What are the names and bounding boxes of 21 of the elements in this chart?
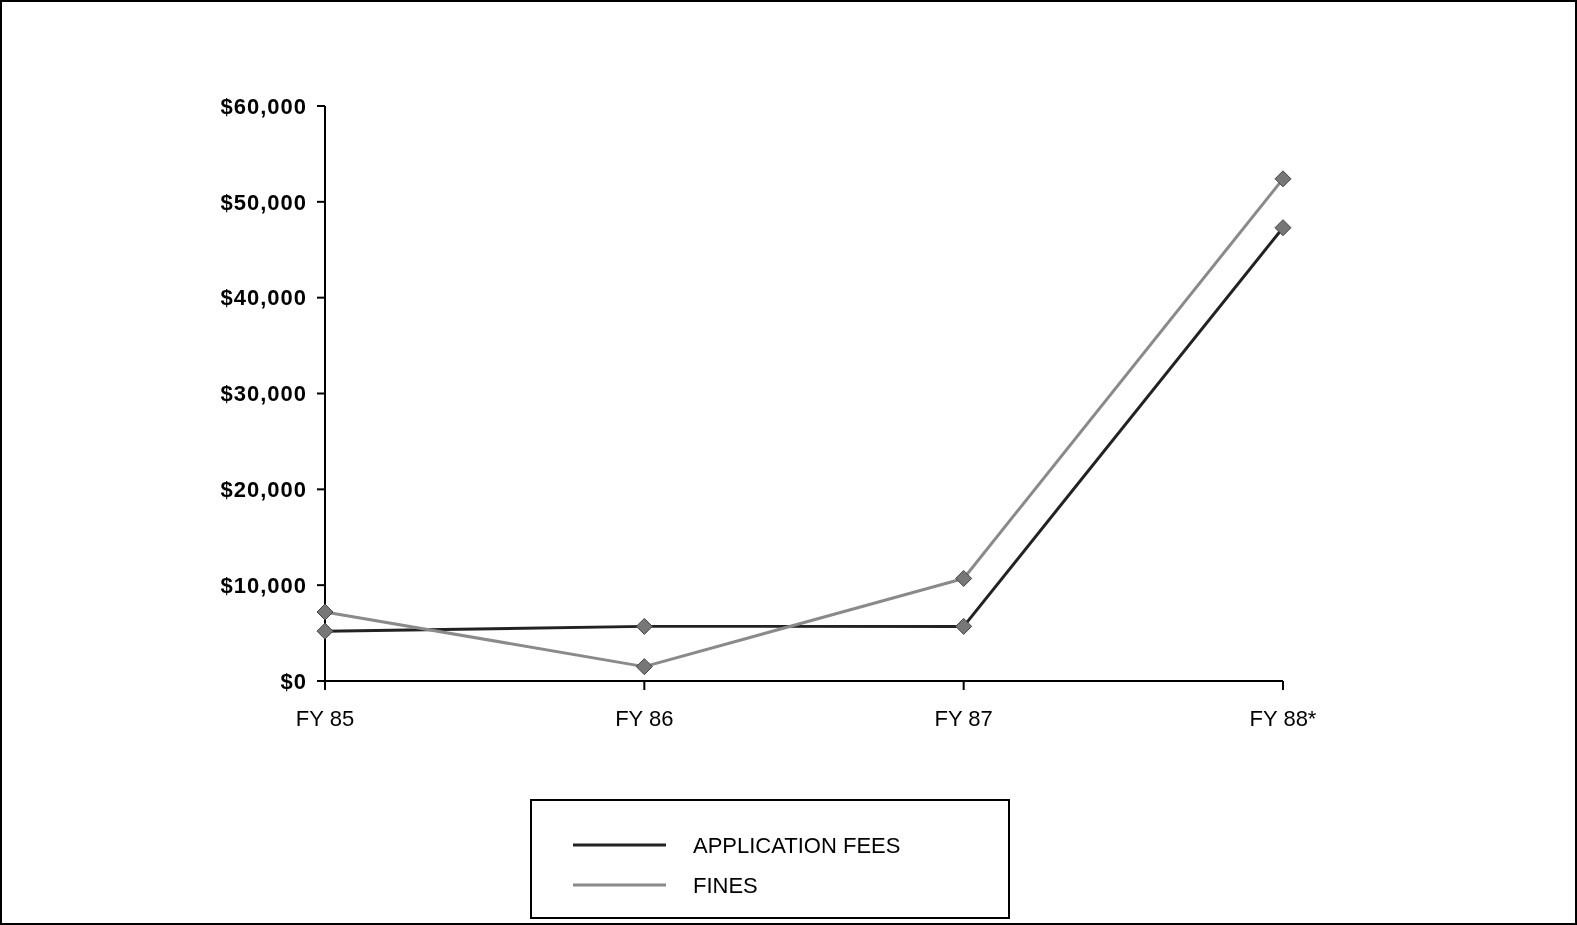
point (316, 603, 334, 621)
point (955, 617, 973, 635)
y-tick-label: $40,000 (220, 285, 307, 311)
legend-label: APPLICATION FEES (693, 832, 901, 858)
y-tick-label: $60,000 (220, 93, 307, 119)
point (635, 617, 653, 635)
x-tick-label: FY 88* (1249, 706, 1317, 731)
point (635, 658, 653, 676)
x-tick-label: FY 85 (295, 706, 355, 731)
point (1274, 219, 1292, 237)
y-tick-label: $0 (280, 668, 307, 694)
x-tick-label: FY 86 (615, 706, 674, 731)
point (1274, 170, 1292, 188)
point (316, 622, 334, 640)
y-tick-label: $10,000 (220, 572, 307, 598)
x-tick-label: FY 87 (934, 706, 993, 731)
y-tick-label: $30,000 (220, 381, 307, 407)
y-tick-label: $50,000 (220, 189, 307, 215)
point (955, 569, 973, 587)
legend-label: FINES (693, 872, 758, 898)
y-tick-label: $20,000 (220, 477, 307, 503)
